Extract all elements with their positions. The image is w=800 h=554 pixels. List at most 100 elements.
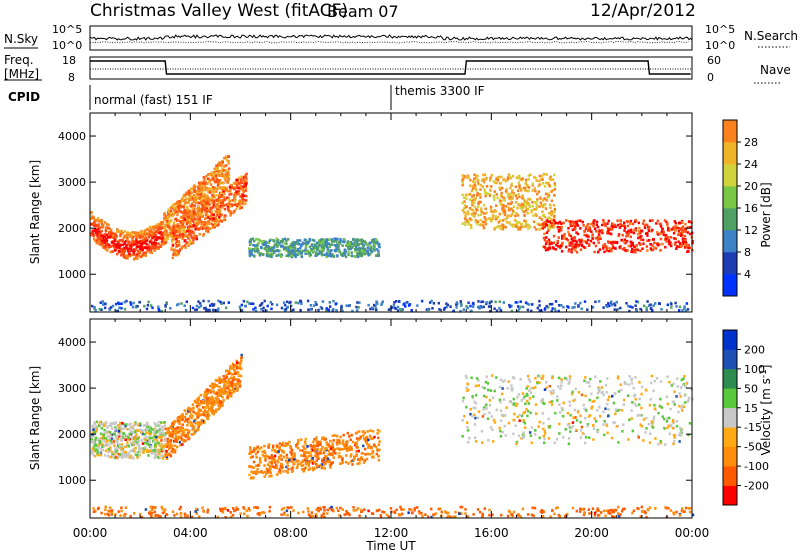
velocity-cell [171,433,174,437]
velocity-cell [122,455,126,458]
power-cell [608,227,612,231]
velocity-cell [192,406,195,410]
power-cell [153,228,156,231]
power-cell [177,234,180,238]
power-cell [633,245,636,249]
power-cell [220,220,223,223]
velocity-cell [147,454,150,457]
power-cell [161,222,165,225]
power-cell [504,225,507,229]
power-cell [459,310,462,313]
velocity-cell [122,427,125,431]
power-cell [570,250,573,254]
velocity-cell [327,449,330,453]
power-cell [241,193,244,196]
velocity-cell [182,428,185,432]
velocity-cell [320,448,323,451]
power-cell [519,187,523,191]
velocity-cell [179,414,182,418]
power-cell [509,186,512,190]
power-cell [221,199,224,202]
power-cell [544,242,548,246]
power-cell [148,225,152,229]
velocity-cell [133,422,137,426]
power-cell [677,226,681,230]
power-cell [569,241,572,244]
power-cell [544,220,547,224]
power-cell [471,195,474,198]
power-cell [612,246,615,249]
power-ylabel: Slant Range [km] [28,160,42,264]
power-cell [557,230,561,233]
power-cell [573,245,576,249]
power-cell [498,219,501,222]
velocity-cell [304,443,307,446]
power-cell [201,181,204,185]
power-cell [269,247,272,251]
power-cell [326,242,329,245]
velocity-cell [149,427,153,430]
power-cell [131,238,134,242]
velocity-cell [95,428,98,431]
power-cell [229,187,232,190]
power-cell [468,217,472,220]
velocity-cell [185,428,188,432]
velocity-cell [217,404,220,408]
power-cell [200,204,204,207]
velocity-cell [96,438,99,442]
power-cell [664,235,667,239]
power-cell [544,207,548,210]
power-cell [651,309,654,312]
velocity-cell [234,387,237,390]
power-cell [214,309,218,312]
velocity-cell [164,427,167,431]
power-cell [129,301,132,304]
power-cell [635,247,638,250]
velocity-cell [285,442,288,445]
power-cell [172,236,175,240]
velocity-cell [304,451,307,454]
power-cell [214,220,217,223]
power-cell [216,169,219,173]
power-cell [94,231,98,234]
velocity-cell [219,400,222,403]
velocity-cell [238,365,241,368]
power-cell [498,224,502,228]
power-cell [565,245,568,249]
power-cell [175,230,178,233]
velocity-cell [163,424,166,427]
y-tick-label: 1000 [58,268,86,281]
velocity-cell [325,448,328,452]
power-cell [681,225,685,229]
power-cell [506,178,510,181]
velocity-cell [134,434,137,438]
velocity-cell [345,442,349,445]
power-cell [550,309,553,313]
power-cell [179,201,182,205]
power-cell [219,300,222,304]
power-cell [198,185,201,189]
power-cell [452,310,455,313]
power-cell [614,225,617,229]
velocity-cell [95,420,98,424]
power-cell [254,306,257,310]
power-cell [576,224,580,227]
power-cell [363,247,367,251]
power-cell [274,243,278,246]
velocity-cell [220,391,224,394]
power-cell [244,304,247,308]
power-cell [527,303,531,306]
velocity-cell [98,421,102,424]
power-cell [651,219,654,222]
power-cell [151,230,154,233]
power-cell [601,229,604,232]
power-cell [114,236,117,240]
power-cell [103,233,106,236]
velocity-cell [142,451,145,454]
velocity-cell [190,408,193,411]
velocity-cell [228,388,231,392]
power-cell [547,220,550,223]
power-cell [291,245,294,248]
power-cell [154,224,158,228]
power-cell [509,197,513,201]
